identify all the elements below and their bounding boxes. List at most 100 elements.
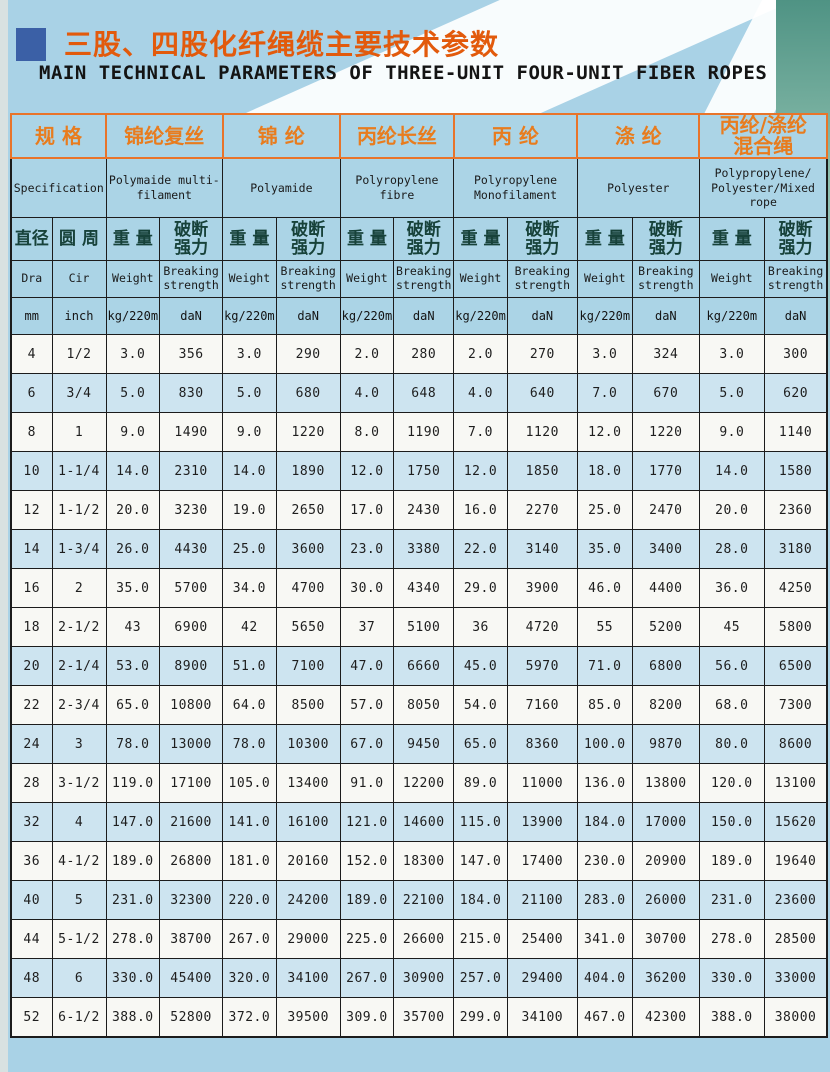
table-cell: 17400 bbox=[506, 841, 578, 881]
table-cell: 1/2 bbox=[51, 334, 107, 374]
table-cell: 16 bbox=[10, 568, 53, 608]
table-cell: 14600 bbox=[393, 802, 455, 842]
table-cell: 18.0 bbox=[576, 451, 633, 491]
table-cell: 184.0 bbox=[453, 880, 508, 920]
header-unit-row: mm inch kg/220m daN kg/220m daN kg/220m daN kg/2… bbox=[10, 297, 828, 335]
table-cell: 18 bbox=[10, 607, 53, 647]
table-cell: 6 bbox=[10, 373, 53, 413]
table-cell: 231.0 bbox=[698, 880, 765, 920]
header-en-sub: Breaking strength bbox=[763, 260, 828, 298]
table-cell: 267.0 bbox=[339, 958, 395, 998]
table-cell: 20.0 bbox=[105, 490, 161, 530]
table-cell: 29000 bbox=[275, 919, 341, 959]
table-cell: 1750 bbox=[393, 451, 455, 491]
table-cell: 1220 bbox=[275, 412, 341, 452]
table-cell: 119.0 bbox=[105, 763, 161, 803]
table-cell: 1-1/2 bbox=[51, 490, 107, 530]
table-cell: 404.0 bbox=[576, 958, 633, 998]
header-en-sub: Weight bbox=[453, 260, 508, 298]
table-cell: 283.0 bbox=[576, 880, 633, 920]
table-cell: 23600 bbox=[763, 880, 828, 920]
table-cell: 115.0 bbox=[453, 802, 508, 842]
table-cell: 121.0 bbox=[339, 802, 395, 842]
table-cell: 26000 bbox=[631, 880, 700, 920]
table-cell: 20 bbox=[10, 646, 53, 686]
table-cell: 3/4 bbox=[51, 373, 107, 413]
table-cell: 320.0 bbox=[222, 958, 277, 998]
header-group-cn: 规 格 bbox=[10, 113, 107, 159]
table-cell: 5100 bbox=[393, 607, 455, 647]
table-cell: 24 bbox=[10, 724, 53, 764]
table-cell: 372.0 bbox=[222, 997, 277, 1038]
table-cell: 2-1/4 bbox=[51, 646, 107, 686]
table-cell: 4720 bbox=[506, 607, 578, 647]
table-cell: 18300 bbox=[393, 841, 455, 881]
header-cn-sub: 破断 强力 bbox=[275, 217, 341, 261]
table-cell: 4 bbox=[10, 334, 53, 374]
table-cell: 181.0 bbox=[222, 841, 277, 881]
table-cell: 36200 bbox=[631, 958, 700, 998]
table-cell: 7.0 bbox=[576, 373, 633, 413]
table-cell: 3230 bbox=[159, 490, 224, 530]
table-cell: 16.0 bbox=[453, 490, 508, 530]
table-cell: 65.0 bbox=[453, 724, 508, 764]
table-cell: 1190 bbox=[393, 412, 455, 452]
table-cell: 71.0 bbox=[576, 646, 633, 686]
table-cell: 9.0 bbox=[222, 412, 277, 452]
header-group-cn: 丙 纶 bbox=[452, 113, 579, 159]
table-cell: 8500 bbox=[275, 685, 341, 725]
table-cell: 45 bbox=[698, 607, 765, 647]
table-cell: 13000 bbox=[159, 724, 224, 764]
header-unit: kg/220m bbox=[222, 297, 277, 335]
header-group-cn: 涤 纶 bbox=[576, 113, 701, 159]
table-cell: 2.0 bbox=[453, 334, 508, 374]
table-cell: 52800 bbox=[159, 997, 224, 1038]
table-cell: 44 bbox=[10, 919, 53, 959]
header-unit: daN bbox=[506, 297, 578, 335]
table-cell: 324 bbox=[631, 334, 700, 374]
table-cell: 2-1/2 bbox=[51, 607, 107, 647]
table-cell: 620 bbox=[763, 373, 828, 413]
table-row: 32 4 147.0 21600 141.0 16100 121.0 14600 115.0 13… bbox=[10, 802, 828, 842]
header-unit: kg/220m bbox=[339, 297, 395, 335]
table-cell: 30700 bbox=[631, 919, 700, 959]
table-cell: 2360 bbox=[763, 490, 828, 530]
table-cell: 78.0 bbox=[105, 724, 161, 764]
table-cell: 13400 bbox=[275, 763, 341, 803]
table-cell: 2650 bbox=[275, 490, 341, 530]
table-cell: 32 bbox=[10, 802, 53, 842]
header-en-sub: Weight bbox=[698, 260, 765, 298]
table-cell: 32300 bbox=[159, 880, 224, 920]
table-cell: 10300 bbox=[275, 724, 341, 764]
header-cn-sub: 破断 强力 bbox=[393, 217, 455, 261]
header-en-sub: Breaking strength bbox=[275, 260, 341, 298]
table-cell: 8.0 bbox=[339, 412, 395, 452]
table-cell: 19640 bbox=[763, 841, 828, 881]
table-cell: 28500 bbox=[763, 919, 828, 959]
header-cn-sub: 直径 bbox=[10, 217, 53, 261]
table-cell: 3.0 bbox=[105, 334, 161, 374]
table-cell: 26800 bbox=[159, 841, 224, 881]
table-cell: 230.0 bbox=[576, 841, 633, 881]
table-cell: 91.0 bbox=[339, 763, 395, 803]
table-cell: 52 bbox=[10, 997, 53, 1038]
table-cell: 35700 bbox=[393, 997, 455, 1038]
table-cell: 21100 bbox=[506, 880, 578, 920]
table-cell: 1-1/4 bbox=[51, 451, 107, 491]
table-cell: 100.0 bbox=[576, 724, 633, 764]
table-cell: 6800 bbox=[631, 646, 700, 686]
table-cell: 120.0 bbox=[698, 763, 765, 803]
header-group-cn: 锦纶复丝 bbox=[105, 113, 224, 159]
header-en-sub: Weight bbox=[576, 260, 633, 298]
header-group-cn: 锦 纶 bbox=[221, 113, 342, 159]
header-cn-sub: 破断 强力 bbox=[506, 217, 578, 261]
table-cell: 53.0 bbox=[105, 646, 161, 686]
header-unit: inch bbox=[51, 297, 107, 335]
table-cell: 35.0 bbox=[576, 529, 633, 569]
header-cn-sub: 破断 强力 bbox=[631, 217, 700, 261]
table-cell: 2430 bbox=[393, 490, 455, 530]
table-cell: 15620 bbox=[763, 802, 828, 842]
table-cell: 4700 bbox=[275, 568, 341, 608]
table-cell: 1 bbox=[51, 412, 107, 452]
header-unit: daN bbox=[763, 297, 828, 335]
